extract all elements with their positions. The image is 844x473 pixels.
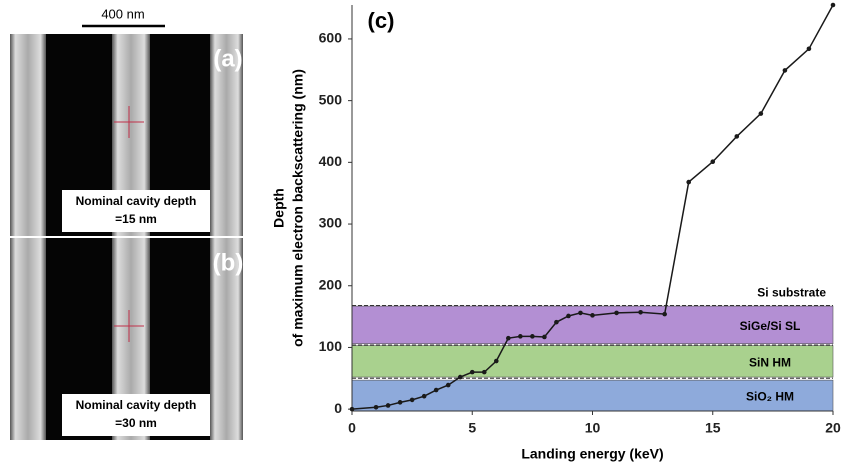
y-tick-label: 600 — [319, 30, 343, 46]
data-point — [578, 310, 583, 316]
data-point — [638, 309, 643, 315]
data-point — [662, 311, 667, 317]
data-point — [481, 369, 487, 375]
data-point — [734, 134, 740, 139]
data-point — [349, 406, 355, 412]
x-axis-title: Landing energy (keV) — [521, 446, 663, 462]
caption: Nominal cavity depth — [76, 398, 197, 412]
layer-label: SiGe/Si SL — [740, 319, 801, 333]
data-point — [397, 400, 403, 405]
y-tick-label: 400 — [319, 153, 343, 169]
x-tick-label: 5 — [468, 420, 476, 436]
layer-label: SiN HM — [749, 356, 791, 370]
y-tick-label: 0 — [334, 400, 342, 416]
data-point — [806, 46, 812, 52]
caption: =30 nm — [115, 416, 157, 430]
data-point — [445, 382, 451, 388]
y-tick-label: 100 — [319, 338, 343, 354]
x-tick-label: 0 — [348, 420, 356, 436]
x-tick-label: 10 — [585, 420, 601, 436]
data-point — [373, 404, 379, 410]
chart: (c) SiO₂ HM SiN HM SiGe/Si SL Si substrate 0 1… — [271, 2, 841, 462]
data-point — [782, 68, 788, 73]
data-point — [385, 403, 391, 408]
data-point — [457, 374, 463, 380]
data-point — [433, 387, 439, 393]
y-tick-label: 200 — [319, 276, 343, 292]
y-tick-label: 300 — [319, 215, 343, 231]
panel-label: (c) — [368, 8, 395, 33]
ridge — [210, 34, 243, 236]
data-point — [758, 111, 764, 116]
data-point — [518, 334, 523, 339]
data-point — [409, 397, 415, 403]
x-tick-label: 15 — [705, 420, 721, 436]
data-point — [830, 2, 836, 8]
data-point — [614, 310, 619, 316]
data-point — [590, 313, 595, 318]
data-point — [421, 393, 427, 399]
data-point — [530, 334, 535, 339]
data-point — [710, 159, 716, 165]
caption-box — [62, 394, 210, 436]
ridge — [10, 34, 46, 236]
y-axis-title: of maximum electron backscattering (nm) — [290, 69, 306, 347]
data-point — [554, 319, 559, 325]
panel-label: (a) — [213, 45, 242, 72]
ridge — [210, 238, 243, 440]
sem-images: (a) Nominal cavity depth =15 nm (b) Nominal … — [10, 34, 243, 440]
data-point — [542, 334, 547, 340]
x-tick-label: 20 — [825, 420, 841, 436]
data-point — [566, 313, 571, 319]
layer-band — [351, 379, 834, 412]
y-tick-label: 500 — [319, 91, 343, 107]
ridge — [10, 238, 46, 440]
caption-box — [62, 190, 210, 232]
scale-bar-label: 400 nm — [101, 6, 144, 21]
y-axis-title: Depth — [271, 188, 287, 228]
caption: Nominal cavity depth — [76, 194, 197, 208]
layer-label: SiO₂ HM — [746, 390, 794, 404]
caption: =15 nm — [115, 212, 157, 226]
layer-label: Si substrate — [757, 286, 826, 300]
data-point — [506, 335, 511, 341]
data-point — [686, 179, 691, 185]
data-point — [469, 369, 475, 375]
data-point — [494, 358, 499, 364]
panel-label: (b) — [213, 249, 244, 276]
